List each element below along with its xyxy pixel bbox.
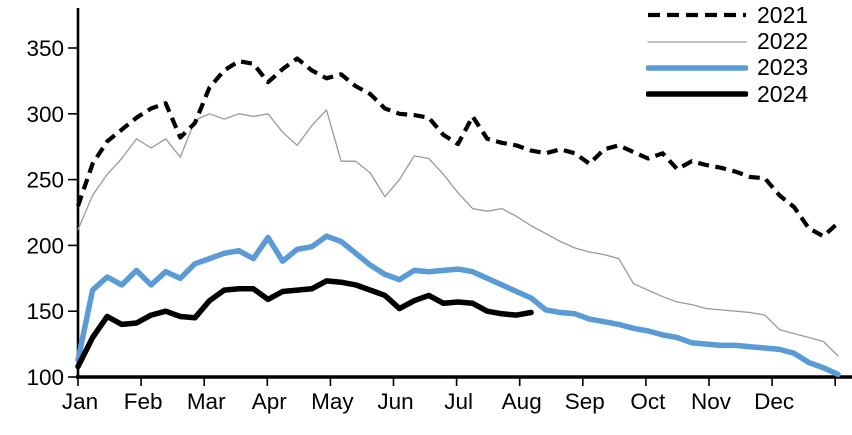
x-tick-label: May bbox=[311, 389, 354, 414]
legend-line-sample-2022 bbox=[647, 40, 747, 43]
x-tick-label: Aug bbox=[502, 389, 542, 414]
x-tick-label: Feb bbox=[124, 389, 163, 414]
legend-item-2021: 2021 bbox=[646, 2, 808, 28]
legend-label-2024: 2024 bbox=[757, 80, 809, 107]
x-tick-label: Jan bbox=[62, 389, 98, 414]
legend-item-2022: 2022 bbox=[646, 28, 808, 54]
x-tick-label: Dec bbox=[754, 389, 794, 414]
series-line-2022 bbox=[77, 109, 839, 357]
legend-line-sample-2024 bbox=[646, 91, 748, 98]
x-tick-label: Jun bbox=[377, 389, 413, 414]
x-tick-label: Mar bbox=[187, 389, 226, 414]
legend-line-sample-2021 bbox=[648, 13, 746, 18]
legend-line-sample-2023 bbox=[646, 65, 748, 71]
x-tick-label: Oct bbox=[630, 389, 666, 414]
x-tick-label: Apr bbox=[252, 389, 288, 414]
legend-item-2024: 2024 bbox=[646, 81, 808, 107]
legend-label-2023: 2023 bbox=[757, 54, 809, 81]
y-tick-label: 300 bbox=[26, 102, 64, 127]
y-tick-label: 200 bbox=[26, 233, 64, 258]
y-tick-label: 250 bbox=[26, 168, 64, 193]
series-line-2021 bbox=[76, 56, 840, 239]
y-tick-label: 150 bbox=[26, 299, 64, 324]
y-tick-label: 100 bbox=[26, 365, 64, 390]
x-tick-label: Sep bbox=[565, 389, 605, 414]
legend-item-2023: 2023 bbox=[646, 55, 808, 81]
legend-label-2021: 2021 bbox=[757, 1, 809, 28]
legend-label-2022: 2022 bbox=[757, 28, 809, 55]
x-tick-label: Jul bbox=[444, 389, 473, 414]
chart-legend: 2021 2022 2023 2024 bbox=[646, 2, 808, 108]
x-tick-label: Nov bbox=[691, 389, 732, 414]
series-line-2024 bbox=[75, 278, 534, 370]
y-tick-label: 350 bbox=[26, 36, 64, 61]
series-line-2023 bbox=[75, 233, 841, 378]
